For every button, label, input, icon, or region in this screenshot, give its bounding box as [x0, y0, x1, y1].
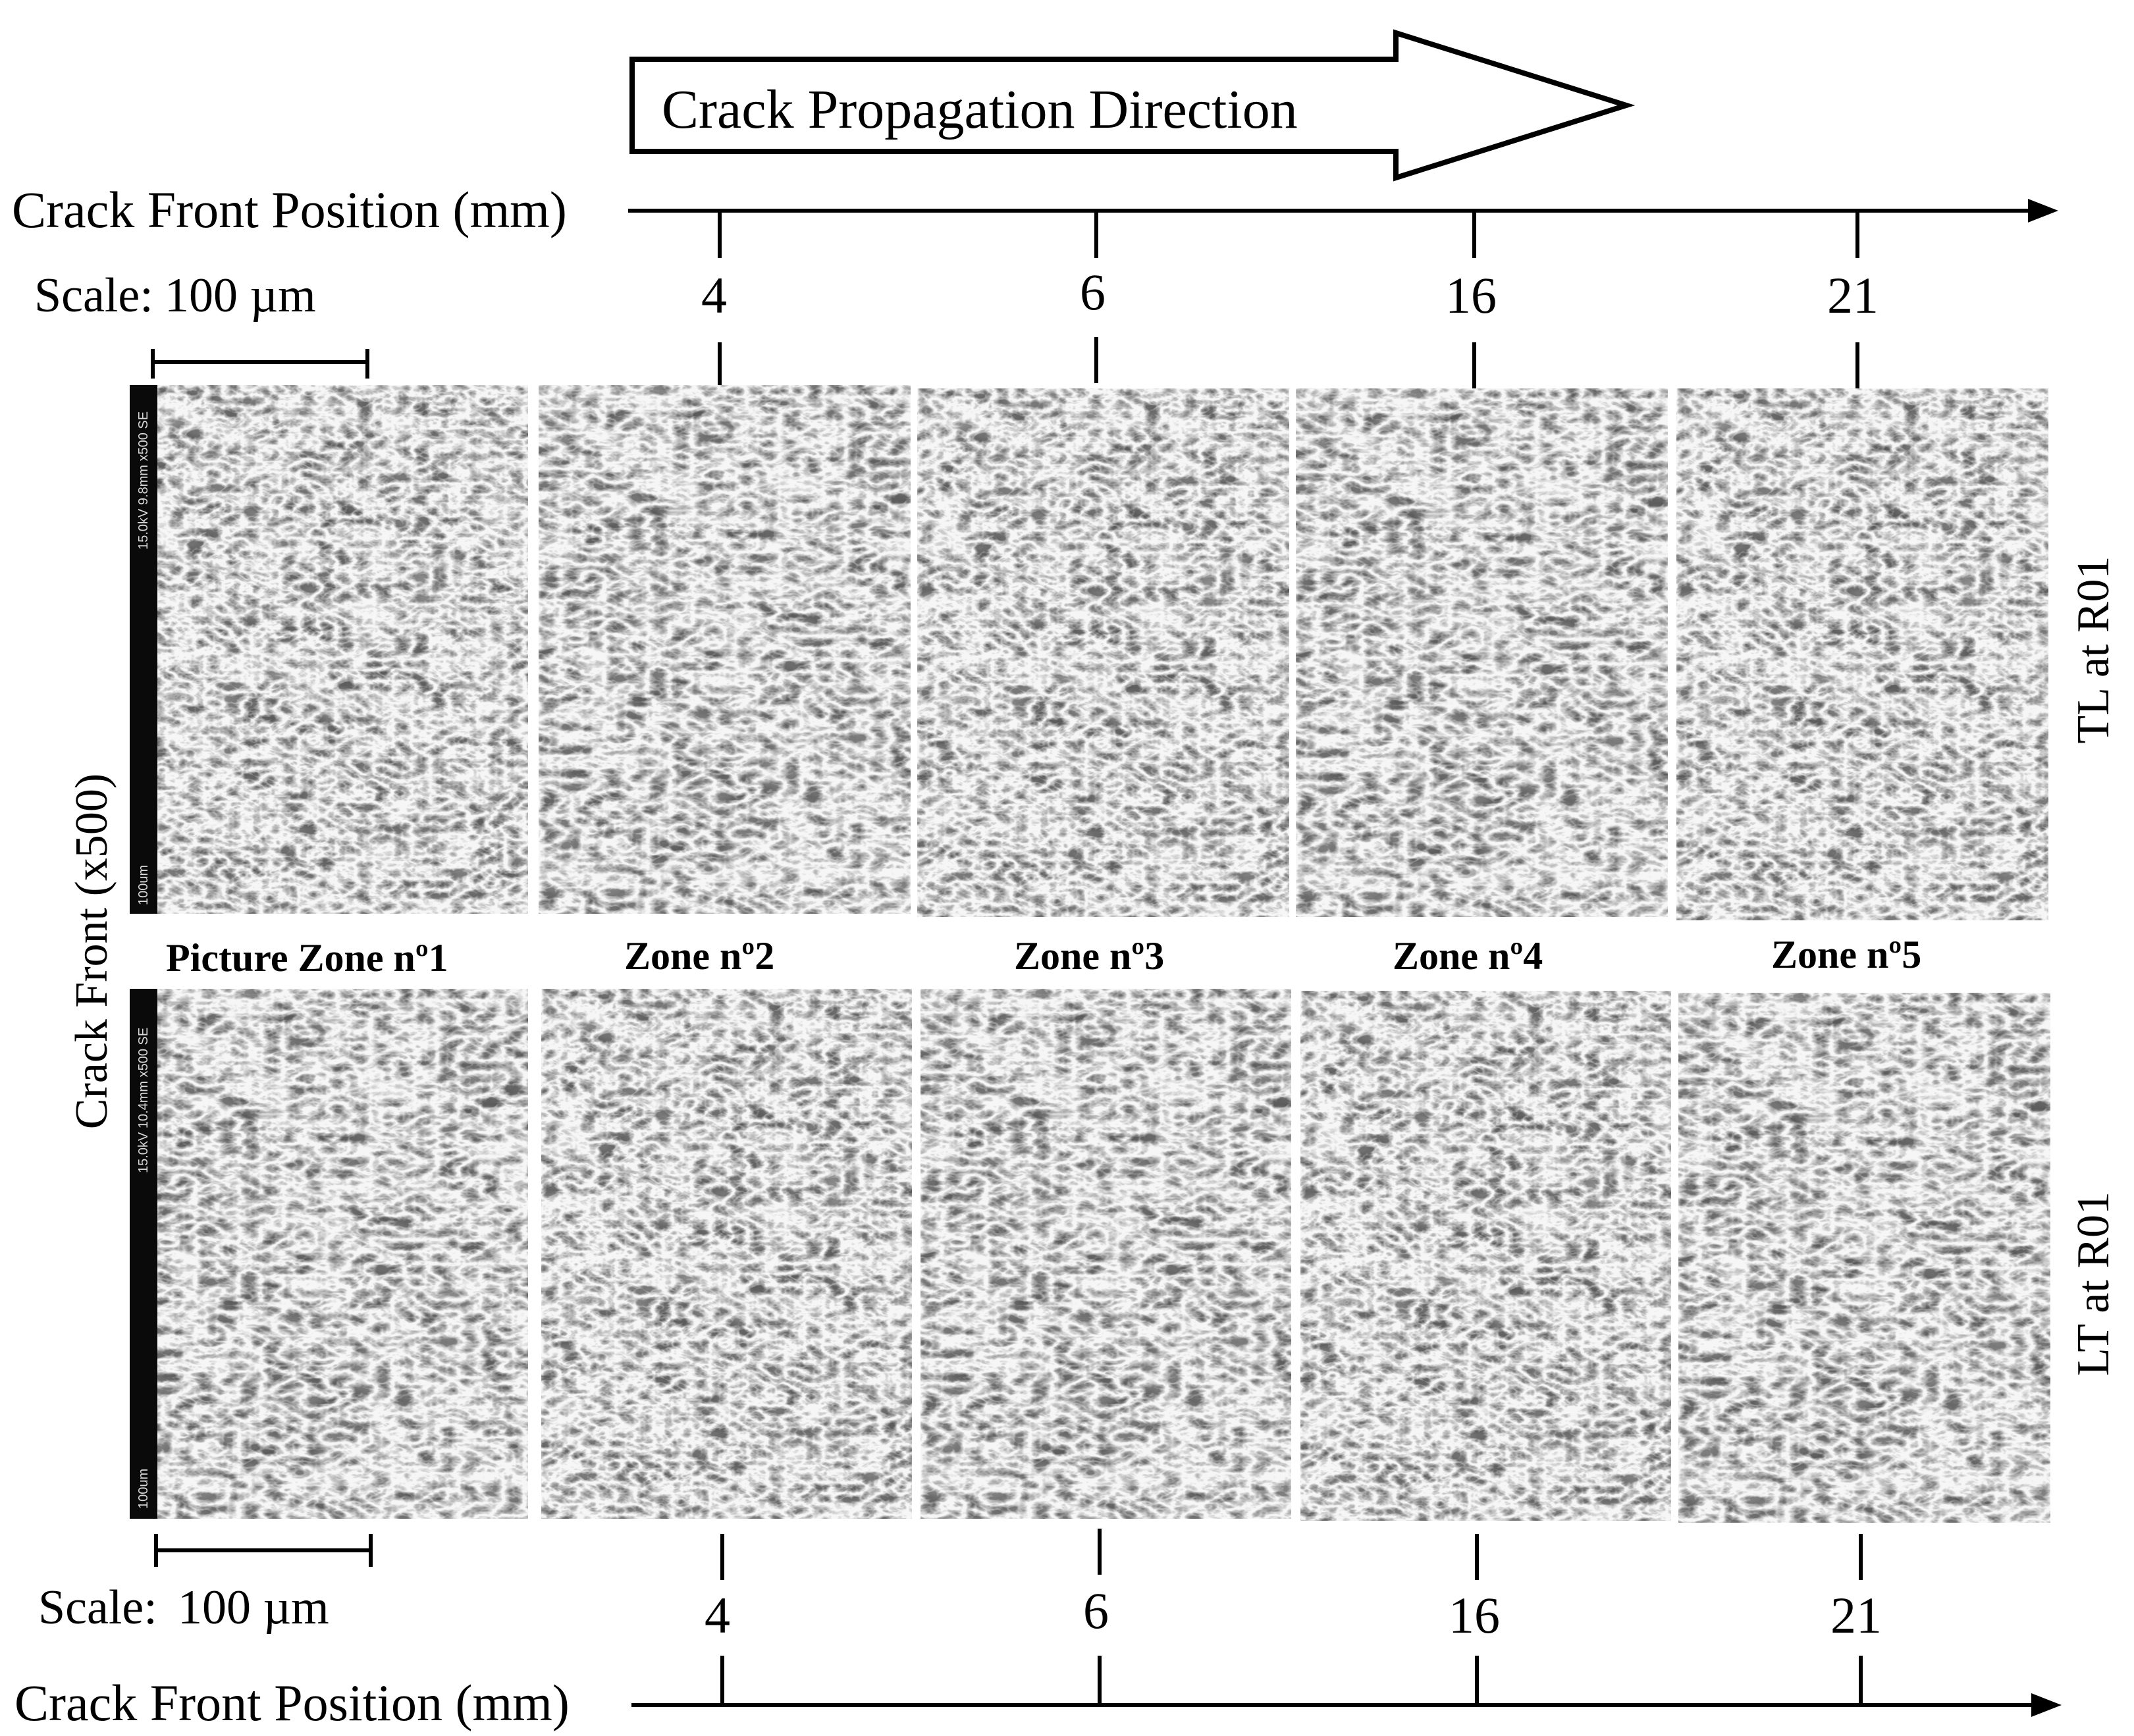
bottom-tick-lower-16	[1475, 1656, 1479, 1703]
sem-info-strip-top: 15.0kV 9.8mm x500 SE 100um	[130, 385, 157, 914]
sem-image-bottom-zone-5	[1678, 993, 2050, 1523]
top-tick-upper-21	[1855, 211, 1859, 258]
sem-info-strip-bottom: 15.0kV 10.4mm x500 SE 100um	[130, 989, 157, 1519]
top-scale-value: 100 µm	[165, 269, 316, 323]
zone-label-4: Zone nº4	[1393, 934, 1543, 978]
bottom-tick-label-21: 21	[1830, 1587, 1882, 1644]
bottom-tick-upper-16	[1475, 1534, 1479, 1580]
propagation-label: Crack Propagation Direction	[662, 79, 1298, 140]
bottom-scale-label: Scale:	[38, 1581, 157, 1635]
top-tick-label-6: 6	[1080, 263, 1106, 321]
bottom-scale-value: 100 µm	[178, 1581, 329, 1635]
sem-image-top-zone-4	[1296, 388, 1668, 917]
top-tick-label-21: 21	[1827, 267, 1879, 324]
zone-label-3: Zone nº3	[1014, 934, 1165, 978]
top-tick-lower-21	[1855, 342, 1859, 388]
bottom-axis-line	[631, 1693, 2062, 1717]
bottom-scale-bar	[154, 1534, 373, 1567]
bottom-tick-lower-4	[720, 1656, 724, 1703]
bottom-tick-upper-21	[1859, 1534, 1863, 1580]
top-axis-line	[628, 199, 2058, 223]
bottom-tick-upper-4	[720, 1534, 724, 1580]
sem-image-bottom-zone-1	[130, 989, 528, 1519]
zone-label-5: Zone nº5	[1771, 933, 1922, 976]
top-tick-lower-6	[1094, 337, 1098, 383]
zone-label-2: Zone nº2	[624, 934, 775, 978]
top-tick-label-4: 4	[701, 267, 727, 324]
sem-image-bottom-zone-4	[1300, 991, 1671, 1521]
sem-bar-bottom: 100um	[136, 1468, 151, 1509]
sem-image-top-zone-3	[917, 388, 1289, 917]
row-label-bottom: LT at R01	[2068, 1191, 2119, 1377]
bottom-tick-lower-21	[1859, 1656, 1863, 1703]
sem-bar-top: 100um	[136, 864, 151, 905]
sem-image-top-zone-5	[1676, 388, 2048, 920]
zone-label-1: Picture Zone nº1	[166, 936, 448, 980]
y-axis-label: Crack Front (x500)	[67, 773, 117, 1130]
sem-info-bottom: 15.0kV 10.4mm x500 SE	[136, 1027, 151, 1173]
top-scale-bar	[151, 349, 369, 379]
top-tick-label-16: 16	[1445, 267, 1497, 324]
top-tick-upper-6	[1094, 211, 1098, 258]
top-tick-upper-4	[718, 211, 722, 258]
top-scale-label: Scale:	[34, 269, 153, 323]
bottom-tick-label-4: 4	[705, 1587, 730, 1644]
sem-image-bottom-zone-2	[541, 989, 912, 1519]
bottom-tick-lower-6	[1098, 1656, 1102, 1703]
bottom-axis-title: Crack Front Position (mm)	[14, 1674, 570, 1731]
sem-image-top-zone-2	[539, 385, 911, 914]
top-axis-title: Crack Front Position (mm)	[12, 181, 567, 238]
row-label-top: TL at R01	[2068, 556, 2119, 744]
sem-image-top-zone-1	[130, 385, 528, 914]
bottom-tick-upper-6	[1098, 1529, 1102, 1575]
top-tick-lower-4	[718, 342, 722, 388]
sem-image-bottom-zone-3	[920, 989, 1291, 1519]
sem-info-top: 15.0kV 9.8mm x500 SE	[136, 411, 151, 550]
top-tick-upper-16	[1472, 211, 1476, 258]
top-tick-lower-16	[1472, 342, 1476, 388]
propagation-arrow	[629, 29, 1636, 182]
bottom-tick-label-16: 16	[1449, 1587, 1500, 1644]
bottom-tick-label-6: 6	[1083, 1582, 1109, 1639]
